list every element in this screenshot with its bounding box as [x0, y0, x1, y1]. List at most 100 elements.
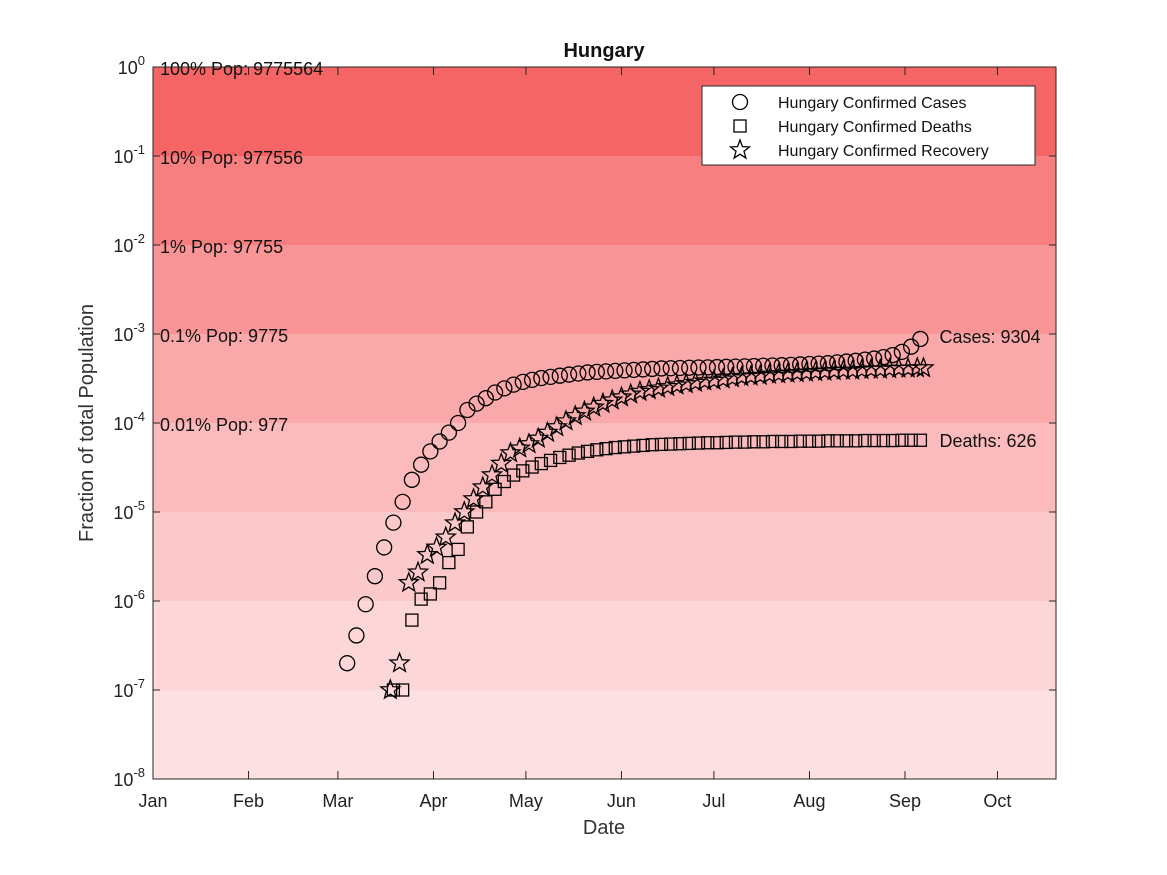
star-data-point	[841, 358, 864, 380]
circle-data-point	[625, 361, 642, 379]
circle-data-point	[459, 401, 476, 419]
star-data-point	[748, 363, 772, 386]
legend-box	[701, 85, 1036, 166]
square-data-point	[414, 592, 428, 606]
circle-data-point	[884, 346, 901, 364]
square-data-point	[488, 482, 502, 496]
y-axis-title: Fraction of total Population	[76, 304, 98, 542]
circle-data-point	[597, 363, 615, 380]
circle-data-point	[644, 360, 661, 378]
square-data-point	[784, 434, 798, 449]
circle-data-point	[449, 414, 467, 432]
data-markers	[339, 330, 935, 700]
x-tick-label: Jun	[607, 791, 636, 811]
population-band-labels: 100% Pop: 9775564 10% Pop: 977556 1% Pop: …	[160, 59, 323, 435]
y-tick-label: 100	[118, 53, 145, 78]
x-tick-label: Apr	[419, 791, 447, 811]
circle-data-point	[523, 371, 541, 389]
star-data-point	[702, 368, 726, 391]
circle-data-point	[671, 359, 689, 377]
square-data-point	[904, 433, 918, 447]
population-band	[153, 601, 1056, 690]
star-data-point	[499, 441, 522, 463]
legend-entry-label: Hungary Confirmed Cases	[778, 95, 967, 112]
circle-data-point	[755, 357, 772, 374]
band-label: 10% Pop: 977556	[160, 148, 303, 168]
band-label: 0.1% Pop: 9775	[160, 326, 288, 346]
square-data-point	[849, 434, 863, 448]
population-band	[153, 156, 1056, 245]
square-data-point	[580, 444, 595, 459]
star-data-point	[628, 379, 652, 402]
square-data-point	[701, 436, 715, 450]
square-data-point	[479, 495, 493, 509]
star-data-point	[776, 361, 800, 384]
star-data-point	[721, 366, 744, 388]
square-data-point	[608, 440, 622, 455]
star-data-point	[730, 364, 753, 387]
square-data-point	[423, 587, 438, 601]
square-data-point	[886, 433, 900, 448]
x-tick-label: Oct	[983, 791, 1011, 811]
population-band	[153, 690, 1056, 779]
star-data-point	[462, 487, 485, 509]
star-data-point	[647, 376, 670, 398]
square-data-point	[710, 436, 724, 450]
population-band	[153, 423, 1056, 512]
star-data-point	[517, 432, 541, 454]
star-data-point	[767, 362, 790, 384]
x-tick-label: Jan	[138, 791, 167, 811]
x-axis-title: Date	[583, 817, 625, 839]
legend-entry-label: Hungary Confirmed Deaths	[778, 119, 972, 136]
circle-data-point	[607, 362, 624, 380]
band-label: 0.01% Pop: 977	[160, 415, 288, 435]
square-data-point	[673, 437, 687, 451]
star-data-point	[388, 651, 411, 673]
star-data-point	[471, 475, 495, 497]
x-tick-label: Aug	[793, 791, 825, 811]
y-tick-label: 10-7	[113, 676, 145, 701]
star-data-point	[665, 373, 689, 395]
y-tick-label: 10-1	[113, 142, 145, 167]
star-data-point	[684, 370, 707, 393]
square-data-point	[571, 446, 585, 460]
x-tick-label: Sep	[889, 791, 921, 811]
circle-data-point	[847, 352, 864, 369]
x-tick-label: May	[509, 791, 543, 811]
circle-data-point	[403, 471, 421, 488]
legend: Hungary Confirmed Cases Hungary Confirmed…	[701, 85, 1036, 166]
y-tick-label: 10-4	[113, 409, 145, 434]
chart-title: Hungary	[563, 40, 645, 62]
square-data-point	[793, 434, 807, 448]
star-data-point	[452, 500, 476, 522]
circle-data-point	[477, 390, 494, 407]
star-data-point	[850, 358, 874, 380]
star-data-point	[416, 542, 439, 565]
star-data-point	[912, 356, 935, 378]
square-data-point	[830, 434, 844, 448]
circle-data-point	[912, 330, 929, 348]
circle-data-point	[634, 361, 652, 378]
circle-data-point	[348, 627, 365, 644]
band-label: 100% Pop: 9775564	[160, 59, 323, 79]
circle-data-point	[339, 655, 356, 672]
star-data-point	[878, 357, 901, 379]
square-data-point	[858, 433, 872, 448]
star-data-point	[822, 359, 846, 381]
square-data-point	[432, 576, 447, 590]
star-data-point	[582, 395, 605, 417]
square-data-point	[913, 433, 928, 447]
star-data-point	[758, 362, 781, 385]
star-data-point	[563, 404, 587, 426]
square-data-point	[525, 460, 539, 474]
square-data-point	[451, 542, 465, 557]
circle-data-point	[690, 359, 707, 376]
star-data-point	[545, 415, 569, 437]
star-data-point	[674, 372, 698, 394]
x-axis: Jan Feb Mar Apr May Jun Jul Aug Sep Oct	[138, 67, 1011, 811]
circle-data-point	[542, 368, 559, 386]
square-data-point	[812, 434, 826, 448]
y-tick-label: 10-6	[113, 587, 145, 612]
circle-data-point	[431, 433, 448, 450]
